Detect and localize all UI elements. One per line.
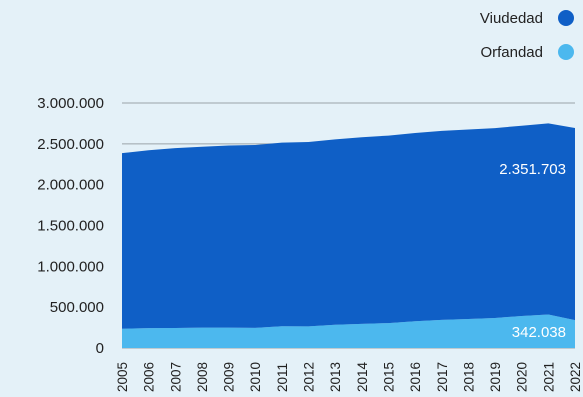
x-tick-label: 2006 xyxy=(142,362,157,392)
x-tick-label: 2013 xyxy=(328,362,343,392)
area-series-viudedad xyxy=(122,123,575,329)
x-tick-label: 2010 xyxy=(248,362,263,392)
x-tick-label: 2008 xyxy=(195,362,210,392)
x-tick-label: 2011 xyxy=(275,363,290,392)
y-tick-label: 500.000 xyxy=(50,299,104,316)
area-series-orfandad xyxy=(122,314,575,348)
legend-label-viudedad: Viudedad xyxy=(480,10,543,27)
y-tick-label: 1.500.000 xyxy=(37,218,104,235)
legend-label-orfandad: Orfandad xyxy=(480,44,543,61)
x-tick-label: 2021 xyxy=(541,362,556,392)
x-axis-ticks: 2005 2006 2007 2008 2009 2010 2011 2012 2013 2014… xyxy=(115,361,583,392)
area-layer xyxy=(122,123,575,348)
y-tick-label: 2.000.000 xyxy=(37,177,104,194)
legend-swatch-orfandad xyxy=(558,44,574,60)
x-tick-label: 2018 xyxy=(461,362,476,392)
y-tick-label: 0 xyxy=(96,340,104,357)
x-tick-label: 2005 xyxy=(115,362,130,392)
y-axis-ticks: 0 500.000 1.000.000 1.500.000 2.000.000 2.500… xyxy=(37,95,104,357)
x-tick-label: 2009 xyxy=(222,362,237,392)
x-tick-label: 2007 xyxy=(168,362,183,392)
y-tick-label: 1.000.000 xyxy=(37,258,104,275)
x-tick-label: 2016 xyxy=(408,362,423,392)
x-tick-label: 2012 xyxy=(302,362,317,392)
x-tick-label: 2015 xyxy=(381,362,396,392)
legend-swatch-viudedad xyxy=(558,10,574,26)
legend: Viudedad Orfandad xyxy=(480,10,574,61)
x-tick-label: 2019 xyxy=(488,362,503,392)
x-tick-label: 2017 xyxy=(435,362,450,392)
y-tick-label: 3.000.000 xyxy=(37,95,104,112)
data-label-orfandad: 342.038 xyxy=(512,324,566,341)
data-label-viudedad: 2.351.703 xyxy=(499,161,566,178)
x-tick-label: 2022 xyxy=(568,362,583,392)
x-tick-label: 2020 xyxy=(515,362,530,392)
x-tick-label: 2014 xyxy=(355,361,370,392)
y-tick-label: 2.500.000 xyxy=(37,136,104,153)
